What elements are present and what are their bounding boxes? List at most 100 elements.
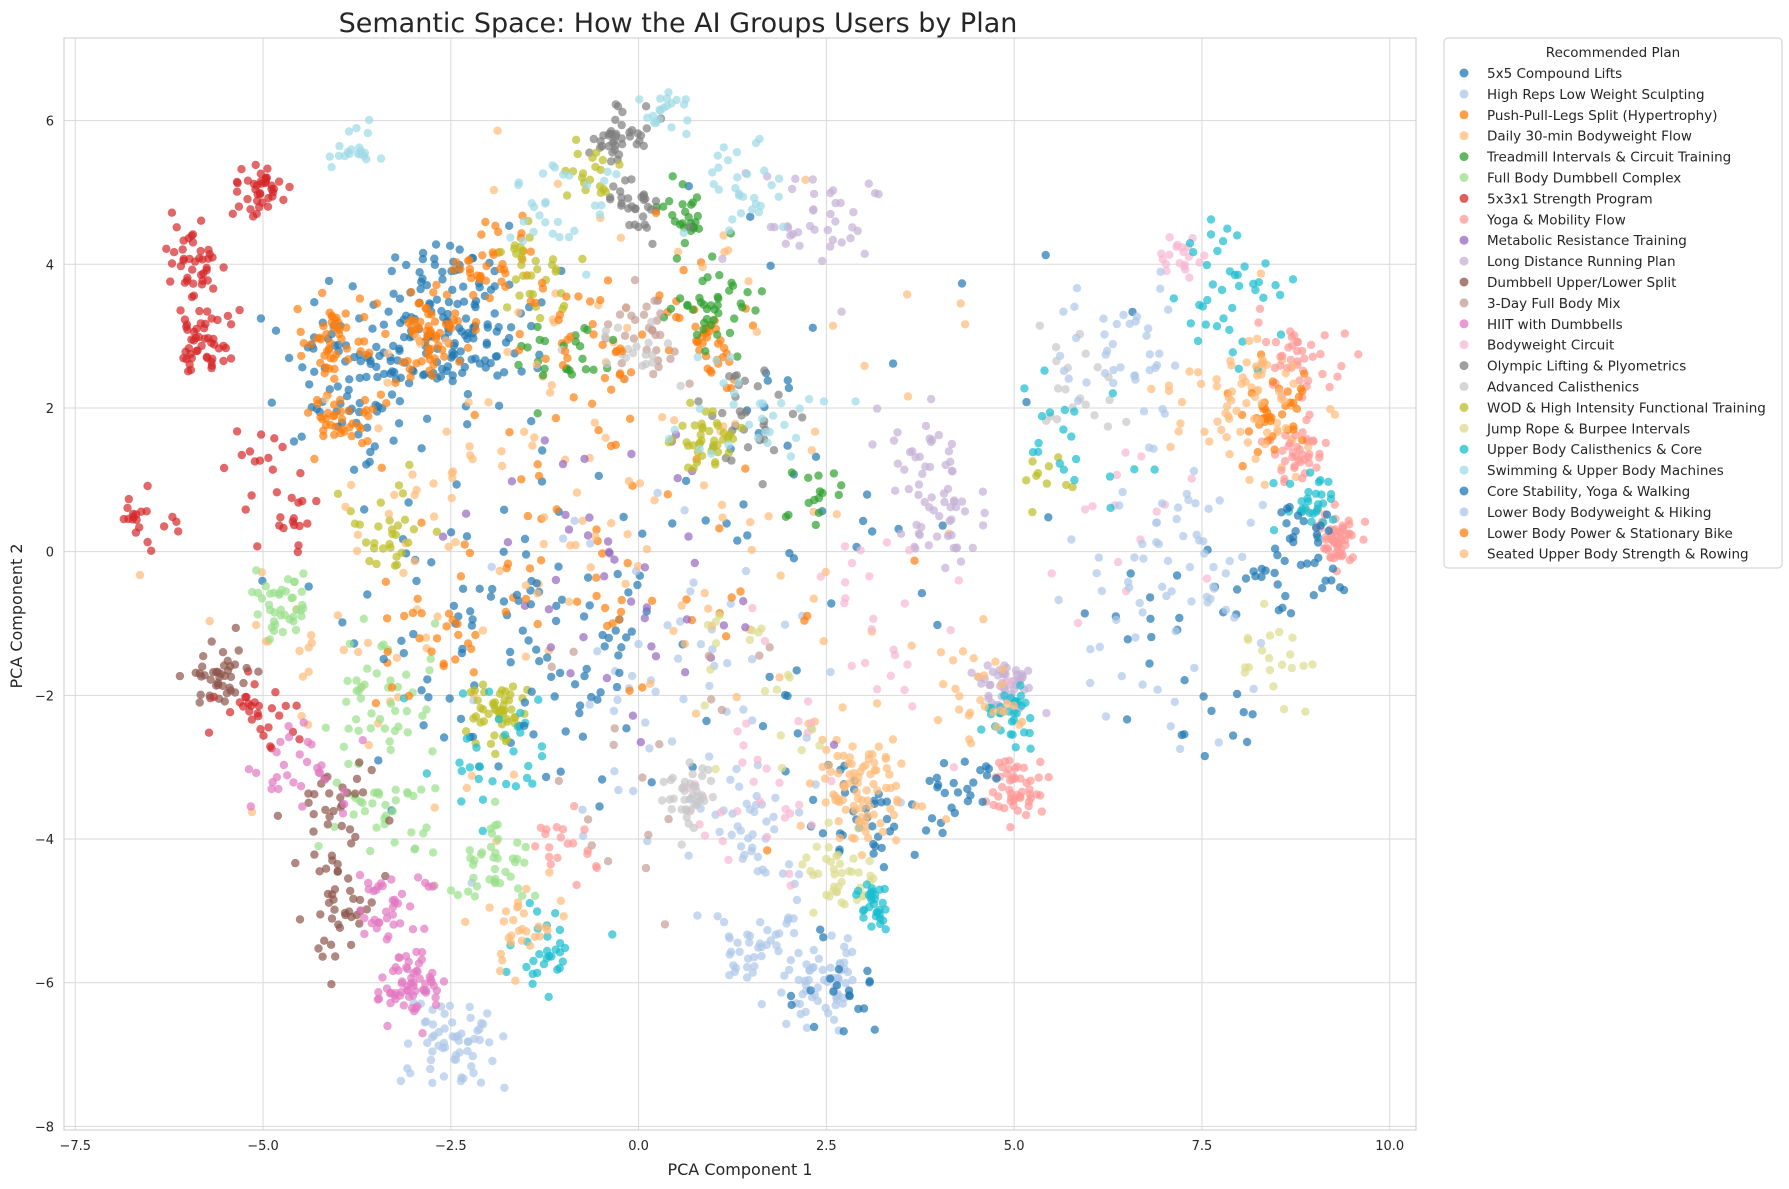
scatter-point xyxy=(1070,302,1079,311)
scatter-point xyxy=(1185,273,1194,282)
scatter-point xyxy=(617,595,626,605)
scatter-point xyxy=(686,587,695,596)
scatter-point xyxy=(882,538,892,547)
scatter-point xyxy=(1268,377,1278,386)
scatter-point xyxy=(501,907,511,916)
scatter-point xyxy=(735,407,745,416)
scatter-point xyxy=(545,843,554,852)
scatter-point xyxy=(307,638,316,648)
scatter-point xyxy=(796,1009,805,1019)
scatter-point xyxy=(345,639,354,648)
scatter-point xyxy=(1348,553,1358,562)
scatter-point xyxy=(680,238,690,248)
scatter-point xyxy=(478,795,488,804)
scatter-point xyxy=(834,490,843,500)
scatter-point xyxy=(316,910,325,919)
scatter-point xyxy=(582,180,592,189)
scatter-point xyxy=(403,1039,413,1048)
scatter-point xyxy=(449,265,458,275)
scatter-point xyxy=(638,330,647,339)
scatter-point xyxy=(885,827,895,836)
scatter-point xyxy=(391,785,400,794)
scatter-point xyxy=(360,807,370,816)
scatter-point xyxy=(840,542,850,551)
scatter-point xyxy=(143,537,152,547)
scatter-point xyxy=(555,939,565,948)
scatter-point xyxy=(544,605,554,614)
scatter-point xyxy=(920,497,929,507)
scatter-point xyxy=(635,479,645,488)
scatter-point xyxy=(478,626,488,635)
scatter-point xyxy=(558,534,568,543)
scatter-point xyxy=(840,578,850,587)
scatter-point xyxy=(1171,627,1180,636)
scatter-point xyxy=(669,626,678,636)
scatter-point xyxy=(627,671,637,681)
scatter-point xyxy=(750,962,759,971)
scatter-point xyxy=(605,549,614,558)
scatter-point xyxy=(1160,409,1170,418)
scatter-point xyxy=(497,447,506,456)
scatter-point xyxy=(750,807,759,817)
scatter-point xyxy=(1101,712,1111,721)
scatter-point xyxy=(736,209,746,218)
scatter-point xyxy=(660,920,670,929)
scatter-point xyxy=(837,868,846,878)
scatter-point xyxy=(757,287,767,296)
scatter-point xyxy=(868,440,877,449)
scatter-point xyxy=(1026,776,1035,785)
scatter-point xyxy=(1342,530,1351,540)
scatter-point xyxy=(461,727,471,736)
scatter-point xyxy=(866,888,876,897)
scatter-point xyxy=(432,280,441,290)
scatter-point xyxy=(683,463,693,472)
scatter-point xyxy=(1100,330,1109,339)
scatter-point xyxy=(664,88,673,97)
scatter-point xyxy=(513,838,522,847)
legend-item: Lower Body Power & Stationary Bike xyxy=(1459,526,1733,542)
scatter-point xyxy=(499,368,509,377)
scatter-point xyxy=(1167,587,1176,596)
scatter-point xyxy=(693,352,702,362)
scatter-point xyxy=(1249,684,1258,694)
scatter-point xyxy=(356,357,365,366)
scatter-point xyxy=(265,589,275,598)
scatter-point xyxy=(1025,790,1035,799)
scatter-point xyxy=(389,289,398,298)
scatter-point xyxy=(1152,507,1161,516)
scatter-point xyxy=(654,362,663,372)
scatter-point xyxy=(713,151,722,160)
scatter-point xyxy=(693,211,702,221)
scatter-point xyxy=(1112,470,1122,480)
scatter-point xyxy=(570,516,579,525)
scatter-point xyxy=(1081,400,1090,409)
scatter-point xyxy=(882,814,892,824)
scatter-point xyxy=(932,532,942,541)
scatter-point xyxy=(445,694,454,703)
scatter-point xyxy=(706,665,715,674)
scatter-point xyxy=(329,412,338,421)
scatter-point xyxy=(827,776,836,786)
scatter-point xyxy=(747,655,757,664)
scatter-point xyxy=(564,597,574,606)
scatter-point xyxy=(429,479,438,488)
scatter-point xyxy=(1158,255,1167,264)
y-tick-label: 0 xyxy=(46,546,54,561)
scatter-point xyxy=(274,784,283,794)
scatter-point xyxy=(1271,337,1281,347)
scatter-point xyxy=(1308,352,1318,361)
scatter-point xyxy=(290,577,299,587)
legend-title: Recommended Plan xyxy=(1546,45,1680,61)
scatter-point xyxy=(860,905,869,914)
scatter-point xyxy=(546,860,555,869)
scatter-point xyxy=(421,986,431,995)
scatter-point xyxy=(808,725,817,734)
scatter-point xyxy=(739,705,748,714)
scatter-point xyxy=(640,614,649,623)
scatter-point xyxy=(764,512,773,521)
scatter-point xyxy=(1169,294,1179,303)
scatter-point xyxy=(383,1021,392,1031)
scatter-point xyxy=(863,833,873,843)
scatter-point xyxy=(1200,251,1209,260)
